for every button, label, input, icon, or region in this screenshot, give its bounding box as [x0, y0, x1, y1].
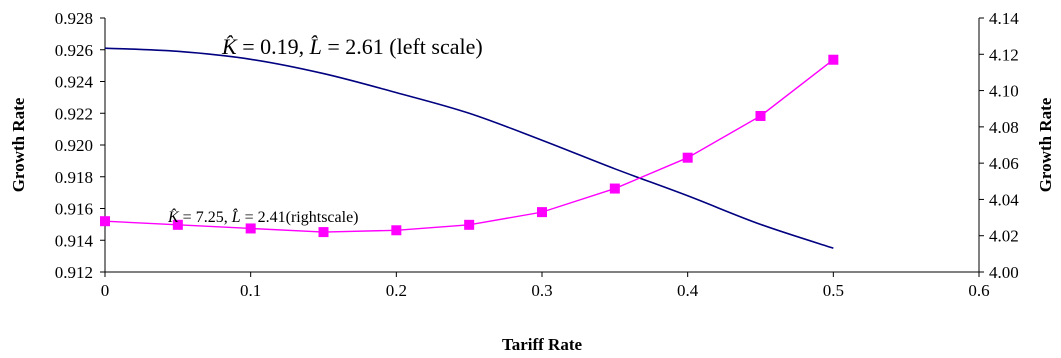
annotation-k-value: = 7.25,: [179, 209, 232, 226]
series-line-right-scale: [104, 59, 834, 233]
right-y-axis-title: Growth Rate: [1036, 97, 1055, 192]
annotation-l-value: = 2.61: [322, 34, 384, 59]
left-y-tick-label: 0.924: [55, 73, 94, 92]
left-y-tick-label: 0.918: [55, 168, 93, 187]
right-series-annotation: K̂ = 7.25, L̂ = 2.41(rightscale): [167, 207, 359, 226]
series-point: [464, 219, 475, 230]
series-point: [391, 225, 402, 236]
series-point: [682, 152, 693, 163]
left-y-axis-title: Growth Rate: [9, 97, 28, 192]
plot-area: [100, 47, 839, 249]
ticks: 0 0.1 0.2 0.3 0.4 0.5 0.6 0.912 0.914 0.916 0.918 0…: [55, 9, 1020, 300]
annotation-k-hat: K̂: [167, 207, 180, 226]
x-tick-label: 0.1: [240, 281, 261, 300]
right-y-tick-label: 4.14: [989, 9, 1019, 28]
annotation-l-hat: L̂: [231, 207, 241, 226]
left-y-tick-label: 0.914: [55, 231, 94, 250]
annotation-scale: (left scale): [384, 34, 483, 59]
left-y-tick-label: 0.928: [55, 9, 93, 28]
annotation-l-hat: L̂: [309, 34, 322, 59]
left-y-tick-label: 0.922: [55, 104, 93, 123]
right-y-tick-label: 4.04: [989, 190, 1019, 209]
x-tick-label: 0.5: [823, 281, 844, 300]
left-series-annotation: K̂ = 0.19, L̂ = 2.61 (left scale): [221, 34, 483, 59]
series-point: [318, 227, 329, 238]
x-tick-label: 0: [101, 281, 110, 300]
series-point: [172, 219, 183, 230]
right-y-tick-label: 4.10: [989, 82, 1019, 101]
right-y-tick-label: 4.06: [989, 154, 1019, 173]
series-point: [100, 216, 110, 227]
series-point: [245, 223, 256, 234]
x-tick-label: 0.4: [677, 281, 699, 300]
annotation-scale: (rightscale): [286, 209, 359, 226]
left-y-tick-label: 0.916: [55, 200, 93, 219]
x-tick-label: 0.3: [531, 281, 552, 300]
right-y-tick-label: 4.00: [989, 263, 1019, 282]
left-y-tick-label: 0.920: [55, 136, 93, 155]
x-tick-label: 0.2: [386, 281, 407, 300]
series-point: [609, 183, 620, 194]
annotation-l-value: = 2.41: [241, 209, 286, 226]
left-y-tick-label: 0.912: [55, 263, 93, 282]
x-tick-label: 0.6: [968, 281, 989, 300]
right-y-tick-label: 4.02: [989, 227, 1019, 246]
left-y-tick-label: 0.926: [55, 41, 93, 60]
annotation-k-hat: K̂: [221, 34, 238, 59]
annotation-k-value: = 0.19,: [237, 34, 310, 59]
right-y-tick-label: 4.08: [989, 118, 1019, 137]
series-point: [537, 207, 547, 218]
x-axis-title: Tariff Rate: [502, 335, 583, 354]
right-y-tick-label: 4.12: [989, 45, 1019, 64]
series-point: [755, 110, 766, 121]
series-point: [828, 54, 839, 65]
series-line-left-scale: [104, 47, 834, 249]
